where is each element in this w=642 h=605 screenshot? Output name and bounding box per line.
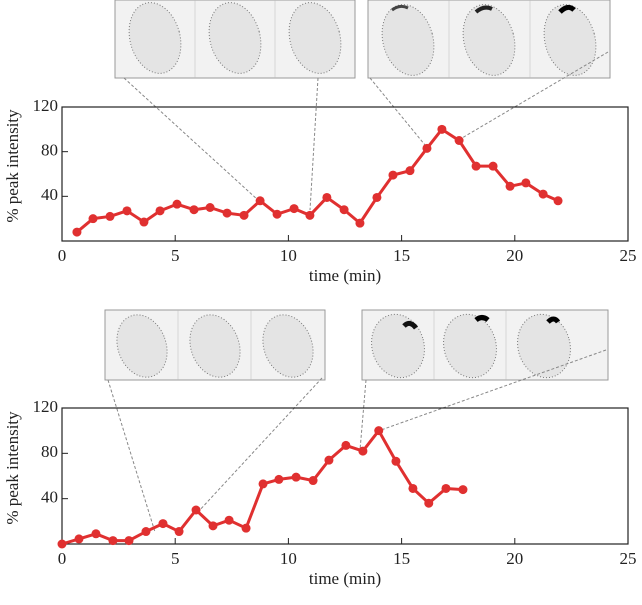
- data-point: [408, 483, 418, 493]
- data-point: [122, 206, 132, 216]
- data-point: [191, 505, 201, 515]
- y-axis-label: % peak intensity: [3, 109, 22, 223]
- data-point: [339, 205, 349, 215]
- data-point: [124, 536, 134, 546]
- data-point: [441, 483, 451, 493]
- data-point: [471, 161, 481, 171]
- data-point: [458, 485, 468, 495]
- data-point: [291, 472, 301, 482]
- data-point: [405, 166, 415, 176]
- x-axis-label: time (min): [309, 569, 381, 588]
- x-tick-label: 0: [58, 246, 67, 265]
- data-point: [358, 446, 368, 456]
- data-point: [355, 218, 365, 228]
- data-point: [189, 205, 199, 215]
- data-point: [241, 523, 251, 533]
- data-point: [553, 196, 563, 206]
- x-tick-label: 0: [58, 549, 67, 568]
- data-point: [139, 217, 149, 227]
- x-tick-label: 25: [620, 246, 637, 265]
- x-tick-label: 5: [171, 549, 180, 568]
- data-point: [391, 456, 401, 466]
- data-point: [505, 181, 515, 191]
- plot-frame: [61, 407, 629, 545]
- data-point: [308, 476, 318, 486]
- x-axis-label: time (min): [309, 266, 381, 285]
- y-tick-label: 40: [41, 185, 58, 204]
- data-point: [272, 209, 282, 219]
- data-point: [224, 515, 234, 525]
- data-line: [75, 127, 559, 234]
- data-point: [437, 124, 447, 134]
- data-point: [72, 227, 82, 237]
- x-tick-label: 15: [393, 246, 410, 265]
- data-point: [324, 455, 334, 465]
- data-point: [488, 161, 498, 171]
- data-point: [91, 529, 101, 539]
- data-point: [208, 521, 218, 531]
- plot-frame: [61, 106, 629, 242]
- data-point: [538, 189, 548, 199]
- data-point: [205, 203, 215, 212]
- data-point: [454, 136, 464, 145]
- inset-images: [104, 0, 611, 533]
- y-tick-label: 120: [33, 397, 59, 416]
- x-tick-label: 15: [393, 549, 410, 568]
- x-tick-label: 10: [280, 246, 297, 265]
- data-point: [57, 539, 67, 549]
- data-point: [258, 479, 268, 489]
- data-point: [274, 474, 284, 484]
- data-point: [174, 527, 184, 537]
- data-point: [172, 199, 182, 209]
- data-point: [341, 440, 351, 450]
- data-point: [105, 211, 115, 221]
- data-point: [305, 210, 315, 220]
- data-point: [422, 143, 432, 153]
- x-tick-label: 20: [506, 246, 523, 265]
- data-point: [155, 206, 165, 216]
- data-point: [374, 426, 384, 436]
- data-point: [88, 214, 98, 224]
- data-point: [424, 498, 434, 508]
- data-point: [255, 196, 265, 206]
- data-point: [158, 519, 168, 529]
- y-tick-label: 120: [33, 96, 59, 115]
- data-point: [289, 204, 299, 214]
- data-point: [388, 170, 398, 180]
- y-tick-label: 80: [41, 141, 58, 160]
- x-tick-label: 5: [171, 246, 180, 265]
- y-tick-label: 40: [41, 488, 58, 507]
- data-point: [521, 178, 531, 188]
- x-tick-label: 25: [620, 549, 637, 568]
- data-point: [222, 208, 232, 218]
- data-point: [108, 536, 118, 546]
- x-tick-label: 20: [506, 549, 523, 568]
- data-point: [372, 192, 382, 202]
- data-point: [141, 527, 151, 537]
- data-point: [239, 210, 249, 220]
- y-tick-label: 80: [41, 442, 58, 461]
- data-point: [74, 534, 84, 544]
- y-axis-label: % peak intensity: [3, 411, 22, 525]
- data-point: [322, 192, 332, 202]
- x-tick-label: 10: [280, 549, 297, 568]
